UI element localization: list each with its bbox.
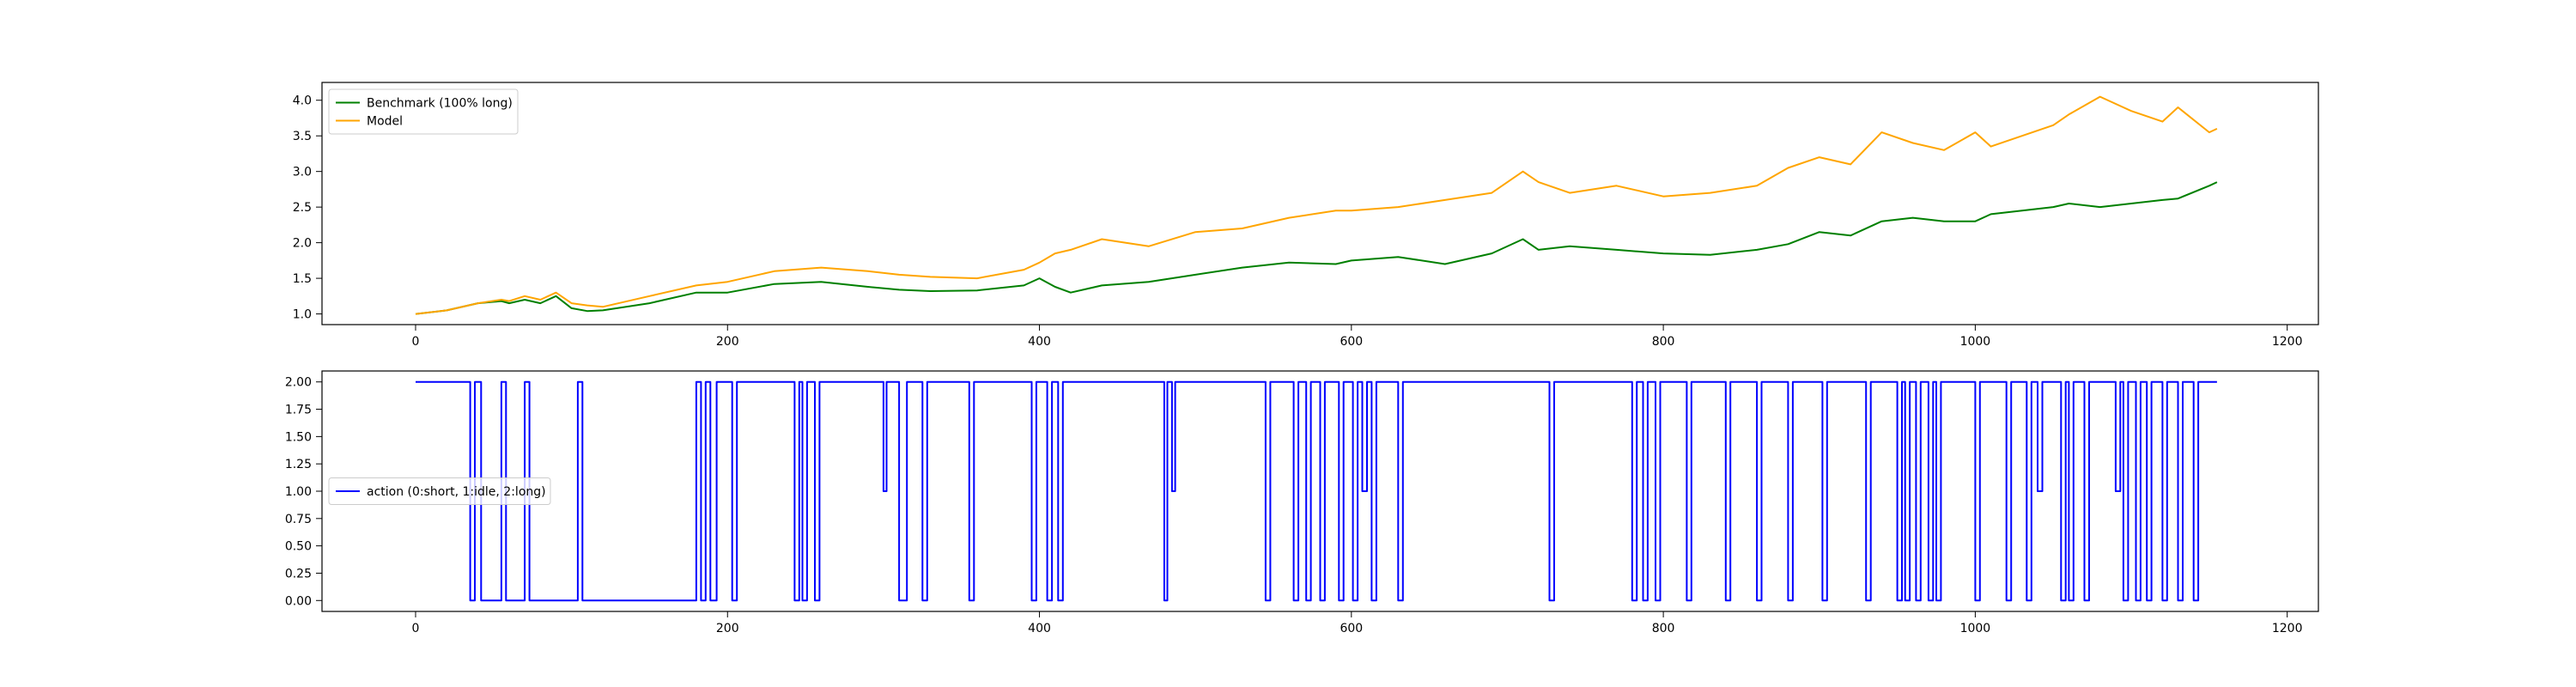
series-line-0-0	[415, 181, 2218, 315]
legend-label: Model	[367, 115, 403, 129]
y-tick-label: 0.50	[285, 540, 312, 554]
x-tick-label: 1200	[2272, 335, 2303, 349]
x-tick-label: 600	[1340, 335, 1363, 349]
legend-label: Benchmark (100% long)	[367, 97, 513, 111]
y-tick-label: 2.5	[293, 201, 312, 215]
y-tick-label: 0.00	[285, 594, 312, 608]
y-tick-label: 1.25	[285, 458, 312, 471]
legend-0: Benchmark (100% long) Model	[328, 88, 519, 135]
y-tick-label: 0.25	[285, 567, 312, 581]
action-chart-panel: 0 200 400 600 800 1000 1200 0.00 0.25 0.50 0.75 1.0…	[285, 370, 2319, 635]
x-tick-label: 800	[1652, 622, 1675, 635]
y-tick-label: 3.0	[293, 166, 312, 179]
x-tick-label: 1000	[1960, 335, 1991, 349]
x-tick-label: 400	[1028, 622, 1051, 635]
x-tick-label: 200	[716, 622, 739, 635]
y-tick-label: 1.00	[285, 485, 312, 499]
legend-box	[328, 477, 551, 505]
y-tick-label: 3.5	[293, 130, 312, 143]
y-tick-label: 1.5	[293, 272, 312, 286]
y-tick-label: 1.75	[285, 404, 312, 417]
x-tick-label: 200	[716, 335, 739, 349]
y-tick-label: 4.0	[293, 94, 312, 108]
legend-box	[328, 88, 519, 135]
series-line-1-0	[416, 380, 2217, 602]
y-tick-label: 2.0	[293, 237, 312, 251]
x-tick-label: 0	[412, 335, 420, 349]
y-tick-label: 1.0	[293, 308, 312, 322]
plot-frame-0	[321, 82, 2319, 325]
x-tick-label: 0	[412, 622, 420, 635]
x-tick-label: 800	[1652, 335, 1675, 349]
price-chart-panel: 0 200 400 600 800 1000 1200 1.0 1.5 2.0 2.5 3.0 3.5 4…	[293, 82, 2319, 349]
y-tick-label: 1.50	[285, 430, 312, 444]
x-tick-label: 400	[1028, 335, 1051, 349]
x-tick-label: 1000	[1960, 622, 1991, 635]
series-line-0-1	[415, 95, 2218, 315]
legend-label: action (0:short, 1:idle, 2:long)	[367, 485, 546, 499]
x-tick-label: 1200	[2272, 622, 2303, 635]
y-tick-label: 0.75	[285, 513, 312, 526]
x-tick-label: 600	[1340, 622, 1363, 635]
y-tick-label: 2.00	[285, 376, 312, 390]
legend-1: action (0:short, 1:idle, 2:long)	[328, 477, 551, 505]
